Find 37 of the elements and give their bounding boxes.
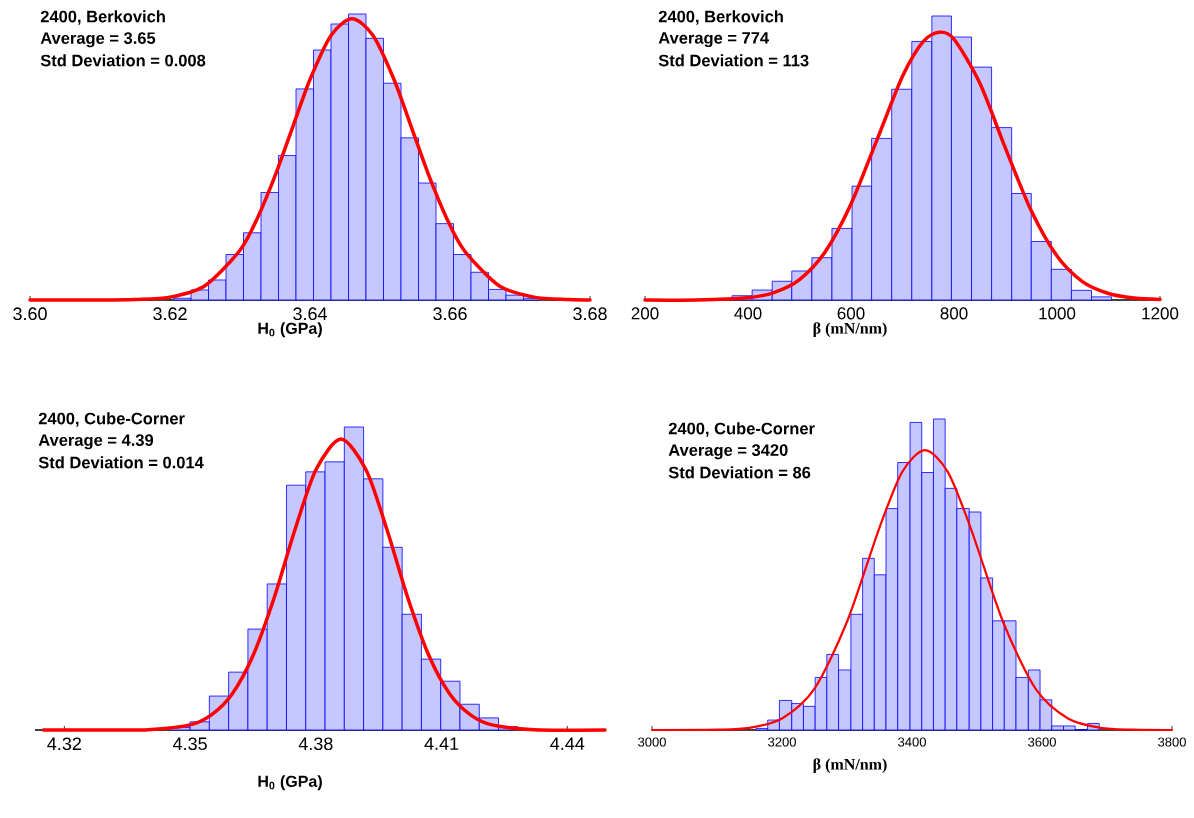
- x-tick-label: 3200: [768, 737, 796, 747]
- x-tick-label: 800: [940, 307, 968, 320]
- x-tick-label: 400: [734, 307, 762, 320]
- x-tick-label: 4.35: [172, 737, 207, 751]
- x-tick-label: 3800: [1158, 737, 1186, 747]
- annotation: Average = 3420: [668, 444, 788, 460]
- x-tick-label: 4.38: [298, 737, 333, 751]
- x-axis-title: β (mN/nm): [813, 758, 887, 773]
- x-tick-label: 3600: [1028, 737, 1056, 747]
- annotation: Std Deviation = 0.014: [38, 456, 204, 469]
- annotation: 2400, Berkovich: [40, 10, 165, 25]
- x-axis-title: H$_{0}$ (GPa): [258, 322, 322, 338]
- annotation: 2400, Berkovich: [658, 10, 783, 25]
- annotation: Average = 3.65: [40, 32, 156, 48]
- x-tick-label: 3.60: [13, 307, 47, 321]
- x-tick-label: 1000: [1039, 307, 1076, 320]
- x-tick-label: 1200: [1142, 307, 1179, 320]
- text: 2400, Cube-Corner: [38, 412, 185, 427]
- x-tick-label: 4.41: [424, 737, 459, 750]
- annotation: Average = 4.39: [38, 434, 154, 450]
- x-tick-label: 3400: [898, 737, 926, 747]
- x-tick-label: 3000: [638, 737, 666, 747]
- annotation: Average = 774: [658, 32, 770, 48]
- x-tick-label: 200: [631, 307, 659, 320]
- x-tick-label: 3.62: [153, 307, 187, 321]
- x-tick-label: 600: [837, 307, 865, 320]
- annotation: 2400, Cube-Corner: [668, 422, 815, 437]
- annotation: Std Deviation = 113: [658, 54, 809, 67]
- x-axis-title: β (mN/nm): [813, 322, 887, 337]
- x-tick-label: 4.44: [550, 737, 585, 750]
- x-tick-label: 4.32: [47, 737, 81, 751]
- x-tick-label: 3.64: [293, 307, 328, 321]
- x-tick-label: 3.68: [573, 307, 607, 321]
- annotation: Std Deviation = 86: [668, 466, 811, 479]
- x-tick-label: 3.66: [433, 307, 467, 321]
- x-axis-title: H$_{0}$ (GPa): [258, 775, 322, 791]
- annotation: Std Deviation = 0.008: [40, 54, 206, 67]
